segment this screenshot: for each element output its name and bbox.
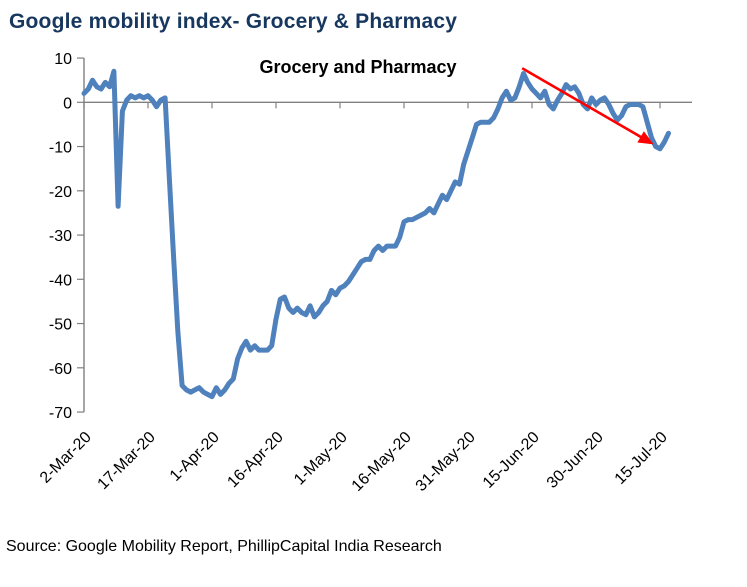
chart-inner-title: Grocery and Pharmacy <box>259 57 456 77</box>
x-tick-label: 1-Apr-20 <box>167 429 223 485</box>
trend-arrow-shaft <box>521 67 644 139</box>
x-tick-label: 30-Jun-20 <box>544 429 607 492</box>
y-tick-label: -30 <box>49 228 72 245</box>
chart: Grocery and Pharmacy 10 0 -10 -20 -30 -40 -50 -… <box>37 51 692 495</box>
trend-arrow <box>521 67 654 145</box>
x-tick-label: 1-May-20 <box>291 429 351 489</box>
x-tick-label: 15-Jul-20 <box>612 429 671 488</box>
y-tick-label: 10 <box>54 51 72 68</box>
x-tick-label: 31-May-20 <box>413 429 479 495</box>
zero-gridline <box>83 101 692 109</box>
data-line <box>81 68 671 400</box>
x-tick-label: 17-Mar-20 <box>95 429 159 493</box>
y-tick-label: -50 <box>49 317 72 334</box>
page-title: Google mobility index- Grocery & Pharmac… <box>9 10 458 33</box>
x-axis-labels: 2-Mar-20 17-Mar-20 1-Apr-20 16-Apr-20 1-May-… <box>37 429 671 495</box>
x-tick-label: 16-May-20 <box>349 429 415 495</box>
y-tick-label: -70 <box>49 405 72 422</box>
y-tick-label: -20 <box>49 184 72 201</box>
y-axis: 10 0 -10 -20 -30 -40 -50 -60 -70 <box>49 51 85 422</box>
y-tick-label: -40 <box>49 272 72 289</box>
y-tick-label: 0 <box>63 95 72 112</box>
y-tick-label: -10 <box>49 140 72 157</box>
x-tick-label: 16-Apr-20 <box>224 429 286 491</box>
source-text: Source: Google Mobility Report, PhillipC… <box>6 538 442 555</box>
x-tick-label: 15-Jun-20 <box>480 429 543 492</box>
trend-arrow-head <box>637 131 654 145</box>
x-tick-label: 2-Mar-20 <box>37 429 95 487</box>
y-tick-label: -60 <box>49 361 72 378</box>
